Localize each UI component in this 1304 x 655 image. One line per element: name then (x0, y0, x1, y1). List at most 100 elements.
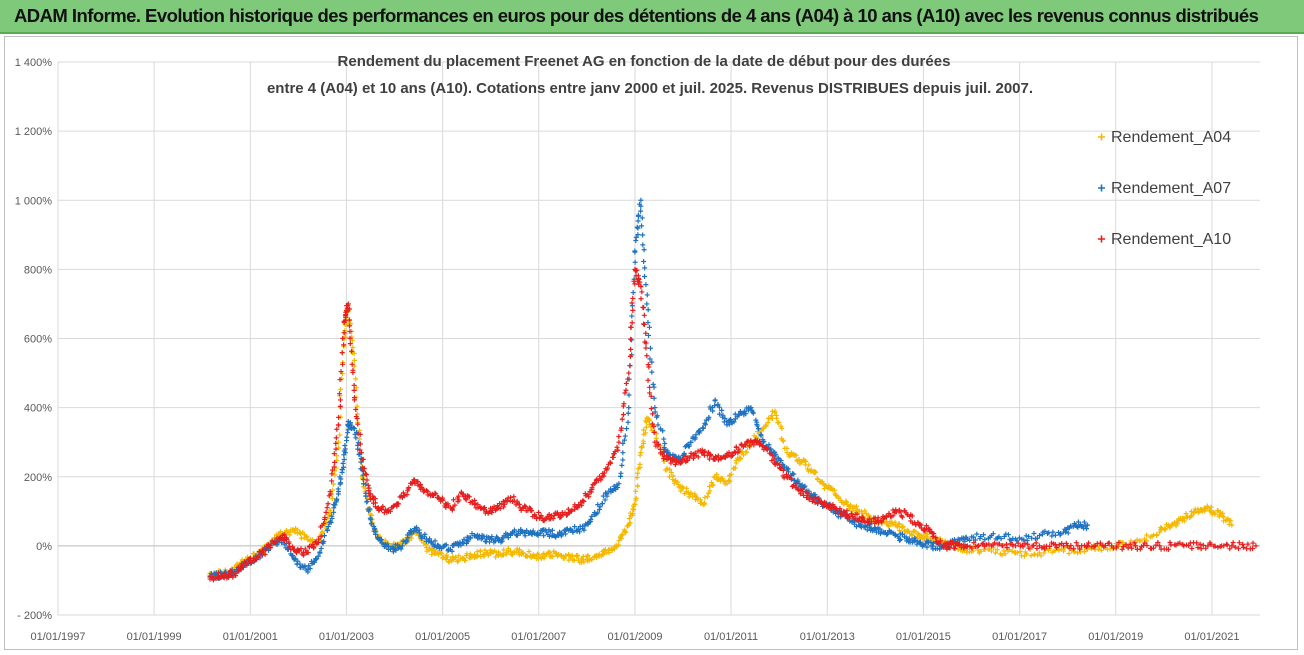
data-point (994, 547, 1000, 553)
data-point (585, 492, 591, 498)
data-point (975, 543, 981, 549)
data-point (937, 546, 943, 552)
data-point (641, 312, 647, 318)
data-point (879, 519, 885, 525)
data-point (755, 426, 761, 432)
data-point (1137, 546, 1143, 552)
data-point (839, 512, 845, 518)
x-tick-label: 01/01/2009 (607, 631, 662, 643)
data-point (812, 468, 818, 474)
data-point (1052, 532, 1058, 538)
data-point (1002, 551, 1008, 557)
data-point (635, 470, 641, 476)
data-point (612, 448, 618, 454)
data-point (1253, 543, 1259, 549)
data-point (821, 486, 827, 492)
data-point (741, 452, 747, 458)
data-point (643, 345, 649, 351)
data-point (349, 348, 355, 354)
data-point (636, 276, 642, 282)
data-point (1144, 542, 1150, 548)
data-point (1153, 542, 1159, 548)
data-point (1212, 543, 1218, 549)
data-point (668, 469, 674, 475)
data-point (1032, 551, 1038, 557)
data-point (404, 492, 410, 498)
data-point (453, 554, 459, 560)
data-point (275, 538, 281, 544)
data-point (1037, 550, 1042, 556)
data-point (795, 477, 801, 483)
data-point (1026, 545, 1032, 551)
data-point (867, 516, 873, 522)
data-point (486, 535, 492, 541)
data-point (621, 437, 627, 443)
data-point (1158, 525, 1164, 531)
data-point (641, 321, 647, 327)
data-point (501, 504, 507, 510)
data-point (550, 553, 556, 559)
data-point (322, 514, 328, 520)
data-point (315, 553, 321, 559)
data-point (281, 532, 287, 538)
data-point (287, 529, 293, 535)
data-point (634, 475, 640, 481)
data-point (351, 387, 357, 393)
data-point (815, 501, 821, 507)
data-point (624, 426, 630, 432)
data-point (306, 563, 312, 569)
data-point (461, 536, 467, 542)
data-point (338, 476, 344, 482)
data-point (629, 337, 635, 343)
data-point (806, 462, 812, 468)
data-point (814, 476, 820, 482)
data-point (654, 413, 660, 419)
data-point (1224, 541, 1230, 547)
x-tick-label: 01/01/2021 (1184, 631, 1239, 643)
data-point (357, 447, 363, 453)
data-point (358, 450, 364, 456)
data-point (635, 483, 641, 489)
data-point (732, 465, 738, 471)
data-point (1084, 526, 1089, 532)
data-point (329, 471, 335, 477)
data-point (207, 576, 213, 582)
data-point (331, 464, 337, 470)
data-point (323, 509, 329, 515)
data-point (793, 452, 799, 458)
data-point (661, 458, 667, 464)
data-point (707, 483, 713, 489)
data-point (605, 465, 611, 471)
data-point (512, 527, 518, 533)
data-point (713, 454, 719, 460)
data-point (618, 425, 624, 431)
data-point (639, 215, 645, 221)
data-point (688, 439, 694, 445)
data-point (672, 462, 678, 468)
data-point (354, 403, 360, 409)
data-point (629, 313, 635, 319)
data-point (627, 363, 633, 369)
data-point (262, 551, 268, 557)
data-point (638, 208, 644, 214)
data-point (812, 495, 818, 501)
data-point (477, 548, 483, 554)
data-point (720, 412, 726, 418)
data-point (981, 532, 987, 538)
data-point (338, 369, 344, 375)
data-point (747, 443, 753, 449)
data-point (1119, 546, 1125, 552)
data-point (1189, 545, 1195, 551)
data-point (577, 529, 583, 535)
data-point (633, 488, 639, 494)
data-point (710, 482, 716, 488)
data-point (372, 504, 378, 510)
data-point (469, 531, 475, 537)
data-point (896, 521, 902, 527)
data-point (340, 335, 346, 341)
data-point (597, 504, 603, 510)
data-point (633, 495, 639, 501)
data-point (628, 324, 634, 330)
data-point (619, 416, 625, 422)
data-point (496, 549, 502, 555)
